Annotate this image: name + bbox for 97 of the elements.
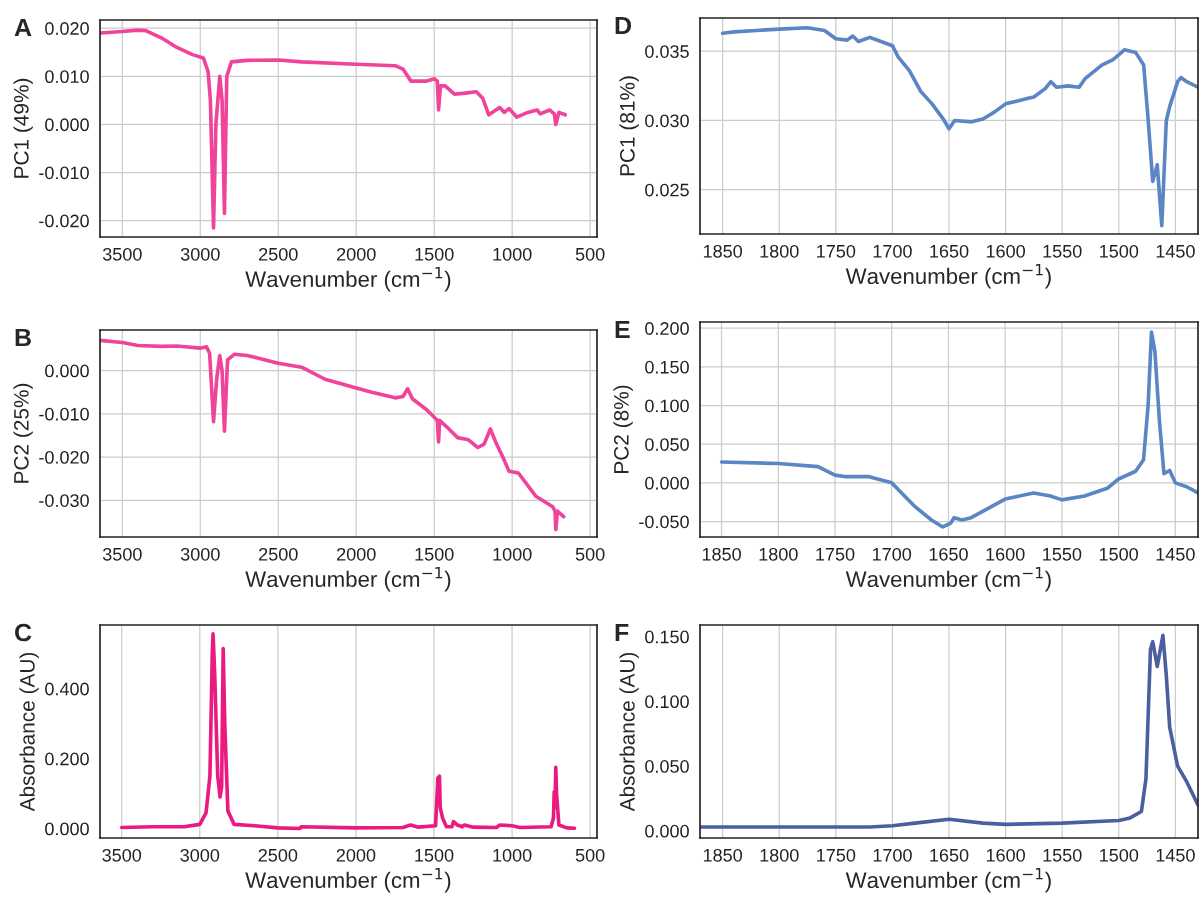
x-tick-label: 1750 xyxy=(817,848,856,862)
y-tick-label: 0.050 xyxy=(645,438,689,451)
y-tick-label: -0.020 xyxy=(39,450,89,464)
y-tick-label: 0.100 xyxy=(645,399,689,413)
y-tick-label: 0.050 xyxy=(645,760,689,773)
x-tick-label: 1850 xyxy=(703,244,743,258)
y-tick-label: 0.000 xyxy=(45,118,89,132)
line-series xyxy=(119,631,577,831)
y-axis-title: PC2 (25%) xyxy=(13,383,33,483)
line-series xyxy=(100,28,567,230)
x-tick-label: 2500 xyxy=(259,547,298,561)
y-axis-title: PC2 (8%) xyxy=(613,385,633,473)
x-tick-label: 1650 xyxy=(929,547,968,561)
x-tick-label: 1500 xyxy=(1100,848,1139,862)
x-tick-label: 1800 xyxy=(760,244,799,258)
x-tick-label: 1000 xyxy=(493,848,532,862)
x-tick-label: 3000 xyxy=(180,848,220,862)
x-tick-label: 500 xyxy=(575,547,605,561)
x-tick-label: 1550 xyxy=(1043,244,1082,258)
y-axis-title: PC1 (81%) xyxy=(619,76,639,176)
y-tick-label: 0.000 xyxy=(645,824,689,838)
y-tick-label: 0.400 xyxy=(45,682,89,696)
y-tick-label: -0.050 xyxy=(639,515,689,529)
y-tick-label: 0.035 xyxy=(645,45,689,58)
y-tick-label: 0.100 xyxy=(645,695,689,709)
y-tick-label: 0.200 xyxy=(45,752,89,766)
y-axis-title: PC1 (49%) xyxy=(13,78,33,178)
y-tick-label: 0.020 xyxy=(45,22,89,35)
x-tick-label: 1750 xyxy=(816,547,855,561)
x-tick-label: 2000 xyxy=(337,247,376,261)
x-tick-label: 1550 xyxy=(1043,547,1082,561)
line-series xyxy=(700,633,1198,829)
x-tick-label: 3500 xyxy=(102,247,142,261)
x-axis-title: Wavenumber (cm$^{−1}$) xyxy=(845,264,1051,289)
x-tick-label: 1550 xyxy=(1043,848,1082,862)
x-axis-title: Wavenumber (cm$^{−1}$) xyxy=(845,868,1051,893)
y-axis-title: Absorbance (AU) xyxy=(19,652,39,812)
x-tick-label: 1500 xyxy=(415,848,454,862)
y-tick-label: -0.010 xyxy=(39,166,89,180)
y-tick-label: 0.010 xyxy=(45,70,89,84)
y-tick-label: -0.010 xyxy=(39,407,89,421)
x-tick-label: 1850 xyxy=(703,848,743,862)
x-tick-label: 1600 xyxy=(986,547,1025,561)
x-tick-label: 1500 xyxy=(1099,547,1138,561)
x-tick-label: 1800 xyxy=(760,848,799,862)
x-tick-label: 1000 xyxy=(493,547,532,561)
line-series xyxy=(720,25,1198,228)
x-tick-label: 1800 xyxy=(759,547,798,561)
y-tick-label: 0.200 xyxy=(645,322,689,335)
x-tick-label: 1450 xyxy=(1156,848,1195,862)
x-tick-label: 2500 xyxy=(258,848,298,862)
x-axis-title: Wavenumber (cm$^{−1}$) xyxy=(245,567,451,592)
x-axis-title: Wavenumber (cm$^{−1}$) xyxy=(245,868,451,893)
x-tick-label: 1700 xyxy=(873,848,912,862)
y-tick-label: 0.000 xyxy=(645,476,689,490)
x-tick-label: 1650 xyxy=(930,848,969,862)
x-tick-label: 500 xyxy=(575,848,605,862)
y-tick-label: -0.020 xyxy=(39,214,89,228)
x-tick-label: 1000 xyxy=(493,247,532,261)
x-tick-label: 3000 xyxy=(180,247,220,261)
x-tick-label: 3500 xyxy=(102,547,142,561)
x-tick-label: 1600 xyxy=(986,848,1025,862)
y-tick-label: 0.150 xyxy=(645,360,689,374)
line-series xyxy=(100,338,566,532)
line-series xyxy=(719,330,1198,529)
x-tick-label: 3000 xyxy=(180,547,220,561)
x-tick-label: 1750 xyxy=(817,244,856,258)
y-tick-label: 0.000 xyxy=(45,822,89,836)
y-tick-label: 0.000 xyxy=(45,364,89,378)
x-tick-label: 1650 xyxy=(930,244,969,258)
x-tick-label: 1600 xyxy=(986,244,1025,258)
x-tick-label: 1450 xyxy=(1156,547,1195,561)
x-tick-label: 500 xyxy=(575,247,605,261)
x-tick-label: 1500 xyxy=(415,547,454,561)
x-tick-label: 1500 xyxy=(415,247,454,261)
chart-title: F xyxy=(615,623,629,642)
y-tick-label: -0.030 xyxy=(39,494,89,507)
chart-title: B xyxy=(15,328,31,347)
chart-title: A xyxy=(14,18,32,37)
y-tick-label: 0.025 xyxy=(645,183,689,197)
y-tick-label: 0.150 xyxy=(645,630,689,644)
chart-title: C xyxy=(15,623,32,642)
x-tick-label: 1700 xyxy=(873,244,912,258)
y-tick-label: 0.030 xyxy=(645,114,689,128)
chart-title: E xyxy=(615,320,630,339)
x-tick-label: 2500 xyxy=(259,247,298,261)
x-tick-label: 1700 xyxy=(873,547,912,561)
x-tick-label: 3500 xyxy=(102,848,142,862)
x-tick-label: 1450 xyxy=(1156,244,1195,258)
y-axis-title: Absorbance (AU) xyxy=(619,652,639,812)
x-axis-title: Wavenumber (cm$^{−1}$) xyxy=(245,267,451,292)
x-tick-label: 1500 xyxy=(1100,244,1139,258)
chart-title: D xyxy=(615,16,631,35)
x-tick-label: 2000 xyxy=(336,848,376,862)
x-axis-title: Wavenumber (cm$^{−1}$) xyxy=(845,567,1051,592)
x-tick-label: 1850 xyxy=(702,547,741,561)
x-tick-label: 2000 xyxy=(337,547,376,561)
